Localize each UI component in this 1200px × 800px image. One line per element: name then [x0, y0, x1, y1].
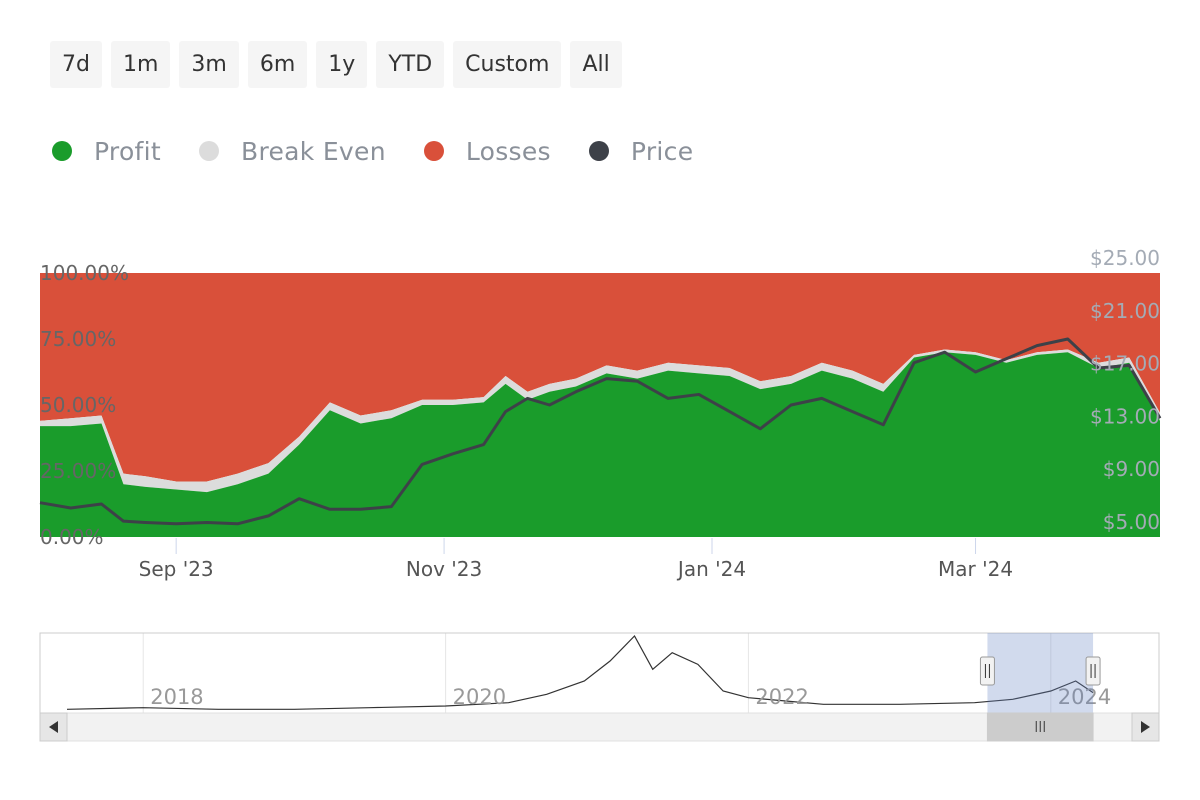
navigator-handle-left[interactable]: [979, 656, 995, 686]
navigator-price-line: [66, 635, 1094, 710]
navigator-handle-right[interactable]: [1085, 656, 1101, 686]
legend-label-losses: Losses: [465, 136, 551, 166]
range-button-1m[interactable]: 1m: [110, 41, 171, 88]
legend-marker-break-even: [199, 141, 220, 161]
range-button-7d[interactable]: 7d: [50, 41, 102, 88]
left-arrow-icon: [49, 721, 58, 733]
y-right-tick-label: $25.00: [1090, 246, 1160, 270]
range-button-custom[interactable]: Custom: [453, 41, 562, 88]
navigator: 2018 2020 2022 2024: [39, 632, 1160, 742]
navigator-year-label: 2022: [755, 685, 808, 709]
chart-legend: Profit Break Even Losses Price: [52, 133, 731, 169]
range-button-all[interactable]: All: [570, 41, 622, 88]
legend-label-profit: Profit: [94, 136, 162, 166]
main-chart: Sep '23 Nov '23 Jan '24 Mar '24 0.00% 25.00% 5…: [39, 246, 1162, 581]
y-right-tick-label: $9.00: [1103, 457, 1160, 481]
scrollbar-grip-icon: [1035, 721, 1045, 732]
x-tick-label: Jan '24: [676, 557, 746, 581]
legend-marker-price: [588, 141, 609, 161]
y-right-tick-label: $21.00: [1090, 299, 1160, 323]
y-left-tick-label: 50.00%: [40, 393, 116, 417]
legend-item-profit[interactable]: Profit: [52, 137, 161, 166]
range-button-1y[interactable]: 1y: [316, 41, 368, 88]
range-button-3m[interactable]: 3m: [179, 41, 239, 88]
x-tick-label: Mar '24: [938, 557, 1013, 581]
right-arrow-icon: [1141, 721, 1150, 733]
legend-label-price: Price: [630, 136, 694, 166]
series-area-profit: [40, 352, 1160, 537]
y-left-tick-label: 25.00%: [40, 459, 116, 483]
series-area-losses: [40, 273, 1160, 482]
legend-label-break-even: Break Even: [241, 136, 386, 166]
x-tick-label: Nov '23: [406, 557, 482, 581]
navigator-year-label: 2018: [150, 685, 203, 709]
range-selector: 7d 1m 3m 6m 1y YTD Custom All: [50, 41, 622, 88]
y-right-tick-label: $17.00: [1090, 352, 1160, 376]
y-left-tick-label: 0.00%: [40, 525, 104, 549]
legend-item-losses[interactable]: Losses: [423, 136, 551, 166]
y-right-tick-label: $13.00: [1090, 404, 1160, 428]
y-left-tick-label: 100.00%: [40, 261, 129, 285]
y-right-tick-label: $5.00: [1103, 510, 1160, 534]
x-tick-label: Sep '23: [139, 557, 214, 581]
legend-marker-losses: [423, 141, 444, 161]
navigator-year-label: 2024: [1058, 685, 1111, 709]
legend-item-price[interactable]: Price: [588, 136, 694, 166]
legend-item-break-even[interactable]: Break Even: [199, 137, 386, 166]
series-line-price: [39, 337, 1162, 526]
range-button-6m[interactable]: 6m: [247, 41, 308, 88]
y-left-tick-label: 75.00%: [40, 327, 116, 351]
legend-marker-profit: [52, 141, 72, 161]
series-area-break-even: [40, 349, 1160, 493]
navigator-selected-range[interactable]: [987, 633, 1094, 713]
navigator-year-label: 2020: [453, 685, 506, 709]
range-button-ytd[interactable]: YTD: [376, 41, 445, 88]
